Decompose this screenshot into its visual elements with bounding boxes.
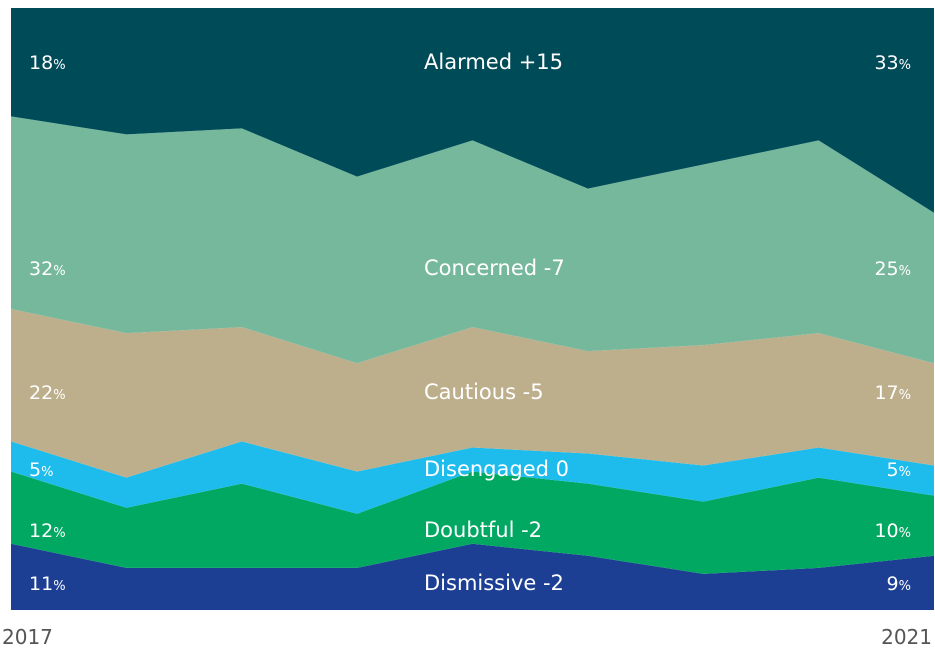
start-value-concerned: 32% bbox=[29, 258, 66, 280]
area-disengaged bbox=[11, 441, 934, 514]
area-layers bbox=[11, 8, 934, 610]
x-tick-label-end: 2021 bbox=[881, 625, 932, 649]
start-value-dismissive: 11% bbox=[29, 573, 66, 595]
x-axis: 2017 2021 bbox=[2, 625, 932, 649]
area-dismissive bbox=[11, 543, 934, 610]
series-label-doubtful: Doubtful -2 bbox=[424, 518, 542, 542]
start-value-alarmed: 18% bbox=[29, 52, 66, 74]
end-value-alarmed: 33% bbox=[874, 52, 911, 74]
series-label-alarmed: Alarmed +15 bbox=[424, 50, 563, 74]
start-value-doubtful: 12% bbox=[29, 520, 66, 542]
series-labels: 11% Dismissive -2 9% 12% Doubtful -2 10% 5% Dis… bbox=[29, 50, 911, 595]
area-concerned bbox=[11, 116, 934, 364]
start-value-disengaged: 5% bbox=[29, 459, 53, 481]
area-doubtful bbox=[11, 471, 934, 574]
series-label-dismissive: Dismissive -2 bbox=[424, 571, 564, 595]
x-tick-label-start: 2017 bbox=[2, 625, 53, 649]
series-label-concerned: Concerned -7 bbox=[424, 256, 565, 280]
end-value-disengaged: 5% bbox=[887, 459, 911, 481]
series-label-disengaged: Disengaged 0 bbox=[424, 457, 569, 481]
area-alarmed bbox=[11, 8, 934, 213]
series-label-cautious: Cautious -5 bbox=[424, 380, 544, 404]
end-value-concerned: 25% bbox=[874, 258, 911, 280]
area-cautious bbox=[11, 309, 934, 478]
end-value-doubtful: 10% bbox=[874, 520, 911, 542]
start-value-cautious: 22% bbox=[29, 382, 66, 404]
end-value-dismissive: 9% bbox=[887, 573, 911, 595]
end-value-cautious: 17% bbox=[874, 382, 911, 404]
